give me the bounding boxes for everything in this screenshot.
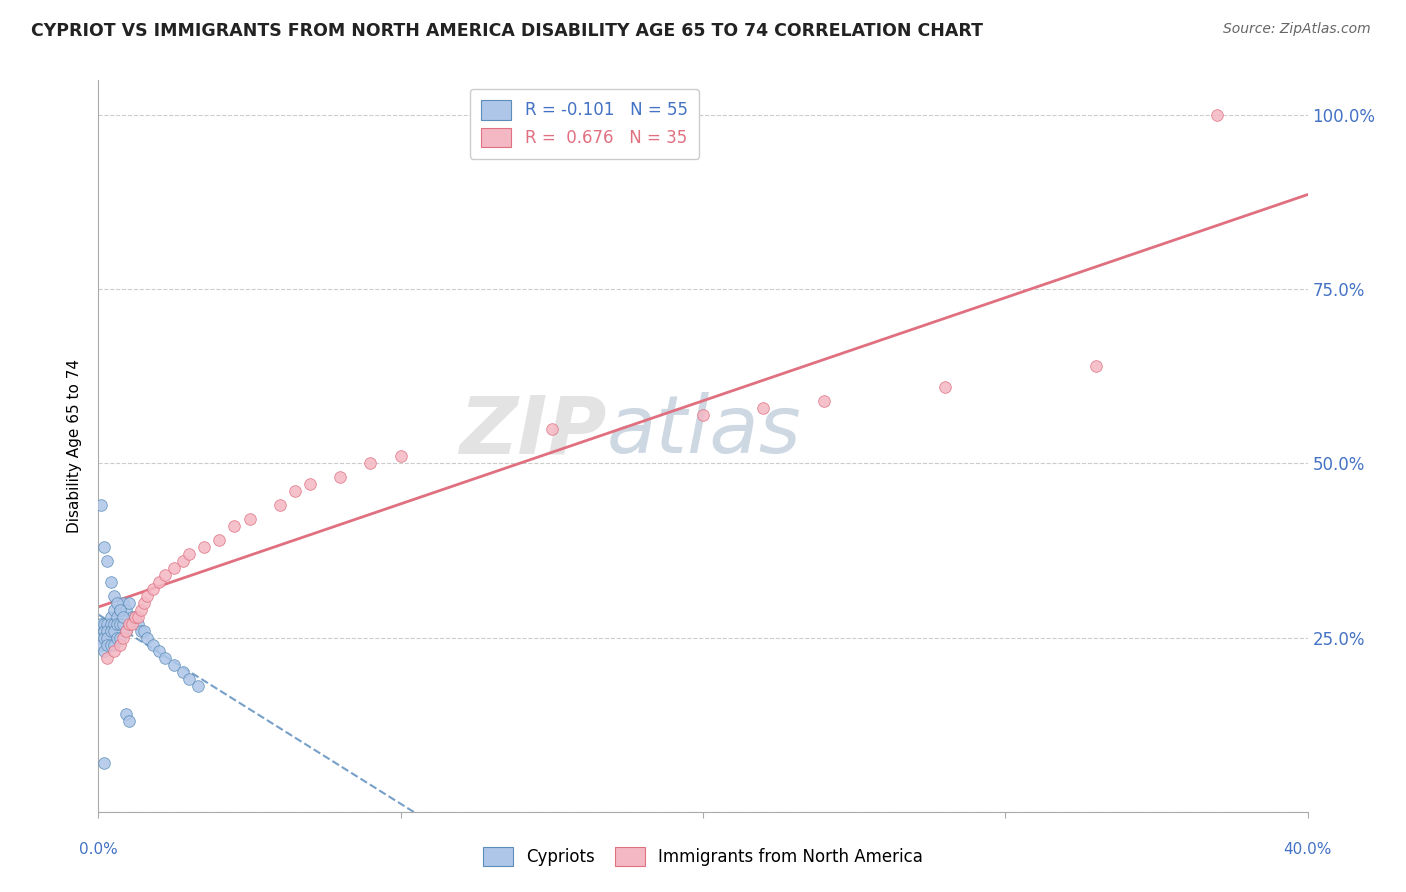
Point: [299, 477, 322, 491]
Point: [100, 624, 122, 638]
Point: [111, 609, 134, 624]
Point: [90, 638, 112, 652]
Point: [100, 574, 122, 589]
Point: [103, 589, 125, 603]
Point: [93, 756, 115, 770]
Point: [93, 540, 115, 554]
Point: [96, 651, 118, 665]
Point: [163, 658, 186, 673]
Point: [108, 631, 131, 645]
Point: [90, 616, 112, 631]
Point: [148, 574, 170, 589]
Point: [389, 450, 412, 464]
Point: [96, 624, 118, 638]
Point: [96, 631, 118, 645]
Point: [224, 519, 246, 533]
Point: [124, 609, 146, 624]
Point: [96, 638, 118, 652]
Point: [148, 644, 170, 658]
Point: [93, 616, 115, 631]
Point: [132, 624, 155, 638]
Point: [172, 665, 194, 680]
Point: [142, 582, 165, 596]
Point: [90, 631, 112, 645]
Point: [100, 616, 122, 631]
Point: [108, 603, 131, 617]
Point: [692, 408, 714, 422]
Point: [127, 616, 149, 631]
Legend: Cypriots, Immigrants from North America: Cypriots, Immigrants from North America: [477, 840, 929, 873]
Text: CYPRIOT VS IMMIGRANTS FROM NORTH AMERICA DISABILITY AGE 65 TO 74 CORRELATION CHA: CYPRIOT VS IMMIGRANTS FROM NORTH AMERICA…: [31, 22, 983, 40]
Point: [153, 651, 176, 665]
Point: [1206, 108, 1229, 122]
Point: [118, 596, 141, 610]
Point: [93, 631, 115, 645]
Point: [142, 638, 165, 652]
Point: [284, 484, 307, 499]
Y-axis label: Disability Age 65 to 74: Disability Age 65 to 74: [67, 359, 83, 533]
Point: [329, 470, 352, 484]
Point: [103, 603, 125, 617]
Point: [93, 624, 115, 638]
Point: [90, 498, 112, 512]
Point: [187, 679, 209, 693]
Point: [135, 631, 157, 645]
Point: [239, 512, 262, 526]
Point: [752, 401, 775, 415]
Text: 40.0%: 40.0%: [1284, 842, 1331, 857]
Legend: R = -0.101   N = 55, R =  0.676   N = 35: R = -0.101 N = 55, R = 0.676 N = 35: [470, 88, 699, 159]
Point: [111, 631, 134, 645]
Point: [100, 638, 122, 652]
Point: [96, 616, 118, 631]
Point: [96, 554, 118, 568]
Point: [124, 609, 146, 624]
Point: [121, 616, 143, 631]
Point: [108, 616, 131, 631]
Point: [132, 596, 155, 610]
Text: Source: ZipAtlas.com: Source: ZipAtlas.com: [1223, 22, 1371, 37]
Point: [129, 603, 152, 617]
Point: [114, 624, 136, 638]
Point: [105, 596, 128, 610]
Point: [129, 624, 152, 638]
Point: [105, 609, 128, 624]
Text: atlas: atlas: [606, 392, 801, 470]
Point: [103, 624, 125, 638]
Point: [208, 533, 231, 547]
Point: [114, 624, 136, 638]
Point: [813, 393, 835, 408]
Point: [118, 616, 141, 631]
Point: [153, 567, 176, 582]
Point: [105, 631, 128, 645]
Point: [103, 644, 125, 658]
Point: [111, 616, 134, 631]
Point: [172, 554, 194, 568]
Point: [127, 609, 149, 624]
Point: [100, 609, 122, 624]
Point: [118, 616, 141, 631]
Point: [111, 596, 134, 610]
Point: [179, 547, 201, 561]
Point: [360, 457, 382, 471]
Point: [1085, 359, 1108, 373]
Point: [269, 498, 291, 512]
Point: [114, 707, 136, 722]
Point: [93, 644, 115, 658]
Point: [540, 421, 562, 435]
Point: [193, 540, 215, 554]
Point: [105, 616, 128, 631]
Point: [108, 638, 131, 652]
Point: [121, 609, 143, 624]
Text: ZIP: ZIP: [458, 392, 606, 470]
Point: [103, 616, 125, 631]
Point: [135, 589, 157, 603]
Point: [179, 673, 201, 687]
Point: [103, 638, 125, 652]
Text: 0.0%: 0.0%: [79, 842, 118, 857]
Point: [108, 603, 131, 617]
Point: [114, 603, 136, 617]
Point: [934, 380, 956, 394]
Point: [118, 714, 141, 728]
Point: [163, 561, 186, 575]
